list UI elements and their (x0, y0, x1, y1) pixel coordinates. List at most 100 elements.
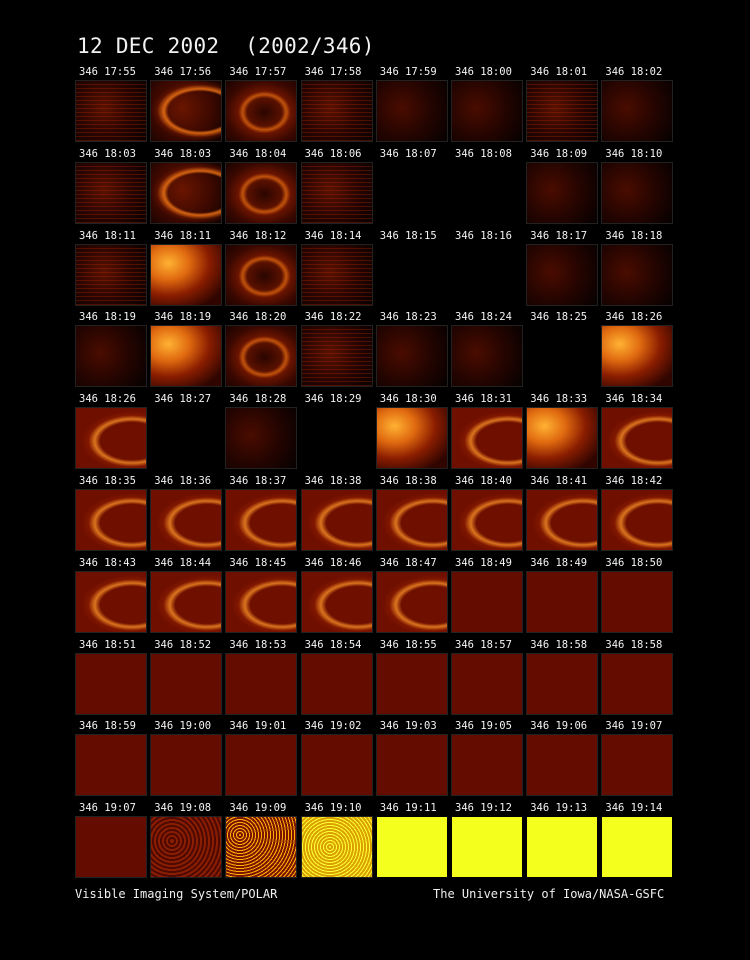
frame-timestamp: 346 18:55 (379, 638, 437, 651)
auroral-image-thumbnail (225, 407, 298, 470)
frame-cell: 346 18:52 (150, 639, 223, 715)
frame-cell: 346 17:57 (225, 66, 298, 142)
frame-cell: 346 18:28 (225, 393, 298, 470)
auroral-image-thumbnail (375, 80, 448, 142)
frame-cell: 346 18:11 (150, 229, 223, 306)
auroral-image-thumbnail (150, 325, 223, 388)
frame-timestamp: 346 18:47 (379, 556, 437, 569)
auroral-image-thumbnail (526, 816, 599, 879)
frame-cell: 346 17:59 (375, 66, 448, 142)
frame-cell: 346 18:09 (526, 148, 599, 224)
frame-cell: 346 18:35 (75, 475, 147, 551)
frame-cell: 346 18:31 (451, 393, 523, 470)
frame-cell: 346 18:11 (75, 230, 147, 306)
auroral-image-thumbnail (375, 570, 448, 633)
auroral-image-thumbnail (75, 161, 147, 224)
instrument-credit: Visible Imaging System/POLAR (75, 887, 278, 901)
frame-timestamp: 346 18:07 (379, 147, 437, 160)
auroral-image-thumbnail (150, 652, 223, 715)
auroral-image-thumbnail (150, 489, 223, 551)
frame-cell: 346 19:06 (526, 720, 599, 797)
frame-timestamp: 346 18:45 (229, 556, 287, 569)
auroral-image-thumbnail (375, 489, 448, 551)
frame-cell: 346 18:41 (526, 475, 599, 551)
frame-timestamp: 346 18:57 (455, 638, 512, 651)
frame-cell: 346 18:43 (75, 557, 147, 633)
frame-timestamp: 346 17:59 (379, 66, 437, 78)
frame-timestamp: 346 18:41 (530, 475, 588, 487)
frame-timestamp: 346 18:02 (605, 66, 663, 78)
frame-cell: 346 18:03 (75, 148, 147, 224)
auroral-image-thumbnail (375, 407, 448, 470)
auroral-image-thumbnail (375, 325, 448, 388)
frame-cell: 346 19:03 (375, 720, 448, 797)
auroral-image-thumbnail (451, 570, 523, 633)
frame-cell: 346 18:04 (225, 148, 298, 224)
frame-timestamp: 346 18:49 (455, 556, 512, 569)
frame-timestamp: 346 18:37 (229, 475, 287, 487)
auroral-image-thumbnail (150, 816, 223, 879)
auroral-image-thumbnail (75, 816, 147, 879)
frame-timestamp: 346 18:34 (605, 393, 663, 406)
frame-timestamp: 346 18:35 (79, 475, 136, 487)
frame-cell: 346 18:54 (300, 639, 373, 715)
auroral-image-thumbnail (451, 80, 523, 142)
frame-cell: 346 18:27 (150, 393, 223, 470)
frame-timestamp: 346 18:50 (605, 556, 663, 569)
frame-cell: 346 18:45 (225, 556, 298, 633)
auroral-image-thumbnail (526, 489, 599, 551)
frame-cell: 346 18:30 (375, 393, 448, 470)
frame-timestamp: 346 18:27 (154, 393, 212, 406)
auroral-image-thumbnail (451, 489, 523, 551)
frame-cell: 346 18:53 (225, 639, 298, 715)
frame-cell: 346 18:38 (375, 475, 448, 551)
frame-cell: 346 18:42 (601, 475, 674, 551)
auroral-image-thumbnail (526, 243, 599, 306)
auroral-image-thumbnail (451, 243, 523, 306)
auroral-image-thumbnail (300, 243, 373, 306)
frame-timestamp: 346 18:10 (605, 147, 663, 160)
frame-cell: 346 19:07 (601, 720, 674, 797)
frame-cell: 346 18:57 (451, 639, 523, 715)
frame-cell: 346 18:33 (526, 393, 599, 470)
frame-timestamp: 346 17:58 (304, 66, 362, 78)
frame-cell: 346 18:58 (526, 638, 599, 715)
frame-cell: 346 18:02 (601, 66, 674, 142)
auroral-image-thumbnail (601, 570, 674, 633)
frame-cell: 346 18:06 (300, 148, 373, 224)
frame-timestamp: 346 17:56 (154, 66, 212, 78)
frame-cell: 346 18:34 (601, 393, 674, 470)
auroral-image-thumbnail (75, 80, 147, 142)
auroral-image-thumbnail (225, 816, 298, 879)
frame-cell: 346 17:58 (300, 66, 373, 142)
auroral-image-thumbnail (225, 652, 298, 715)
frame-timestamp: 346 18:00 (455, 66, 512, 78)
auroral-image-thumbnail (300, 734, 373, 797)
auroral-image-thumbnail (150, 161, 223, 224)
auroral-image-thumbnail (601, 816, 674, 879)
frame-cell: 346 18:20 (225, 311, 298, 388)
frame-cell: 346 18:40 (451, 475, 523, 551)
frame-timestamp: 346 19:01 (229, 720, 287, 733)
frame-cell: 346 18:19 (150, 311, 223, 388)
auroral-image-thumbnail (451, 652, 523, 715)
frame-cell: 346 18:49 (526, 557, 599, 633)
frame-cell: 346 19:08 (150, 802, 223, 879)
auroral-image-thumbnail (75, 489, 147, 551)
frame-timestamp: 346 18:58 (530, 638, 588, 651)
auroral-image-thumbnail (150, 80, 223, 142)
frame-cell: 346 18:22 (300, 311, 373, 388)
frame-timestamp: 346 18:29 (304, 393, 362, 406)
auroral-image-thumbnail (300, 325, 373, 388)
frame-timestamp: 346 18:11 (154, 229, 212, 242)
frame-timestamp: 346 18:59 (79, 720, 136, 733)
frame-timestamp: 346 18:28 (229, 393, 287, 406)
institution-credit: The University of Iowa/NASA-GSFC (433, 887, 665, 901)
frame-timestamp: 346 18:24 (455, 311, 512, 324)
auroral-image-thumbnail (601, 407, 674, 470)
frame-cell: 346 18:00 (451, 66, 523, 142)
frame-cell: 346 18:24 (451, 311, 523, 388)
frame-timestamp: 346 19:07 (605, 720, 663, 733)
frame-cell: 346 18:25 (526, 311, 599, 388)
